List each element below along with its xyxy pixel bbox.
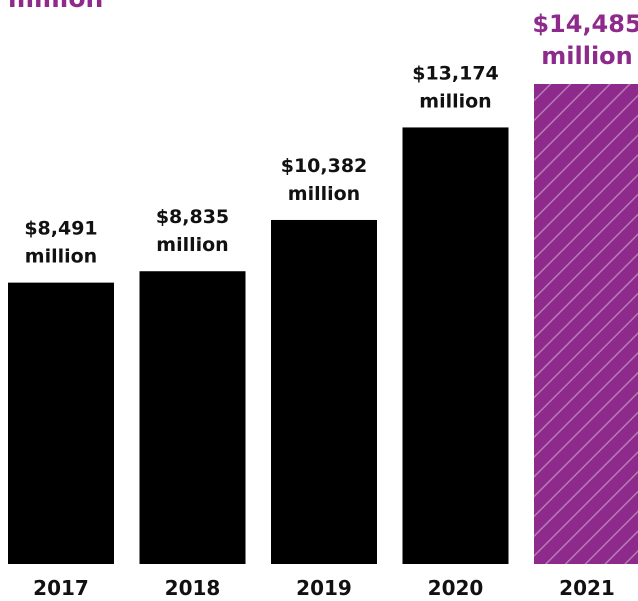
unit-label-2019: million bbox=[288, 183, 360, 205]
category-label-2021: 2021 bbox=[559, 576, 615, 600]
bars-group bbox=[8, 84, 638, 564]
bar-2018 bbox=[139, 271, 246, 564]
value-label-2017: $8,491 bbox=[24, 218, 97, 240]
bar-2020 bbox=[402, 127, 509, 564]
cropped-header-text: million bbox=[8, 0, 103, 11]
bar-2019 bbox=[271, 219, 377, 564]
value-labels-group: $8,491 million $8,835 million $10,382 million… bbox=[24, 10, 638, 268]
unit-label-2017: million bbox=[25, 246, 97, 268]
category-label-2019: 2019 bbox=[296, 576, 352, 600]
category-labels-group: 2017 2018 2019 2020 2021 bbox=[33, 576, 615, 600]
bar-2017 bbox=[8, 282, 114, 564]
unit-label-2020: million bbox=[419, 90, 491, 112]
value-label-2021: $14,485 bbox=[532, 10, 638, 38]
category-label-2017: 2017 bbox=[33, 576, 89, 600]
category-label-2020: 2020 bbox=[428, 576, 484, 600]
category-label-2018: 2018 bbox=[165, 576, 221, 600]
value-label-2018: $8,835 bbox=[156, 206, 229, 228]
unit-label-2018: million bbox=[156, 234, 228, 256]
bar-2021 bbox=[534, 84, 638, 564]
value-label-2019: $10,382 bbox=[281, 155, 368, 177]
value-label-2020: $13,174 bbox=[412, 62, 499, 84]
unit-label-2021: million bbox=[541, 42, 633, 70]
